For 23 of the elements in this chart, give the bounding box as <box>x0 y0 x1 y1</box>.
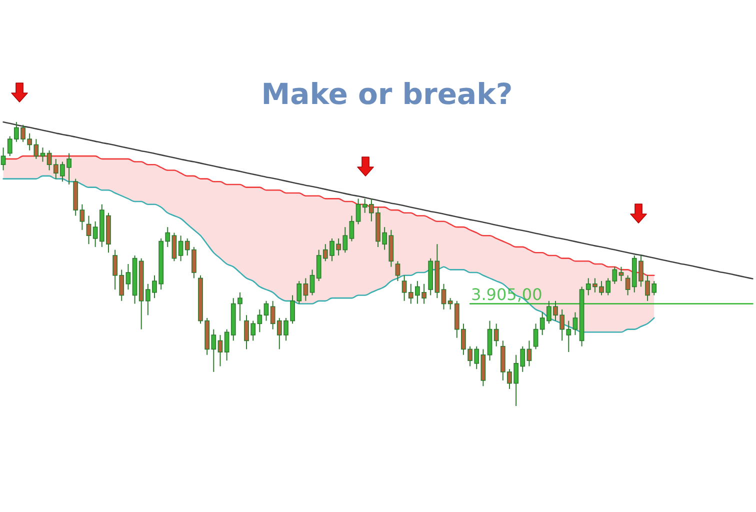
candlestick <box>178 235 184 262</box>
candlestick <box>46 150 52 171</box>
candlestick <box>126 264 131 290</box>
candlestick <box>310 269 315 296</box>
candlestick <box>218 334 223 367</box>
candlestick <box>264 300 269 322</box>
chart-title: Make or break? <box>261 77 513 111</box>
candlestick <box>356 198 361 225</box>
candlestick <box>172 232 177 262</box>
candlestick <box>40 147 46 162</box>
candlestick <box>618 266 624 282</box>
candlestick <box>572 312 578 336</box>
candlestick <box>441 283 446 310</box>
candlestick <box>526 340 532 367</box>
candlestick <box>349 215 354 242</box>
candlestick <box>625 274 630 296</box>
candlestick <box>402 274 407 302</box>
candlestick <box>224 328 230 362</box>
candlestick <box>395 260 400 282</box>
candlestick <box>533 323 538 350</box>
candlestick <box>0 147 6 171</box>
candlestick <box>494 323 499 347</box>
candlestick <box>86 215 92 245</box>
